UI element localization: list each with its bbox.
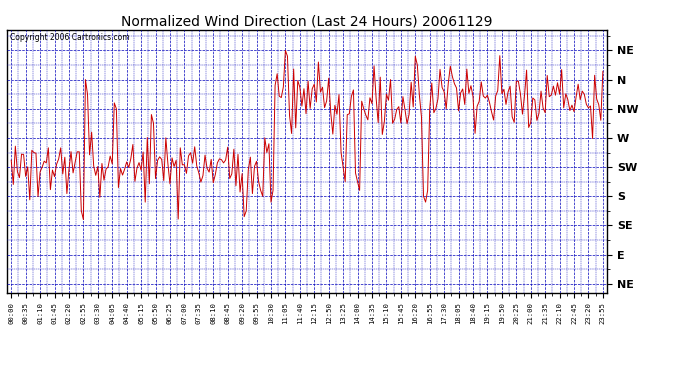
Title: Normalized Wind Direction (Last 24 Hours) 20061129: Normalized Wind Direction (Last 24 Hours… [121, 15, 493, 29]
Text: Copyright 2006 Cartronics.com: Copyright 2006 Cartronics.com [10, 33, 130, 42]
